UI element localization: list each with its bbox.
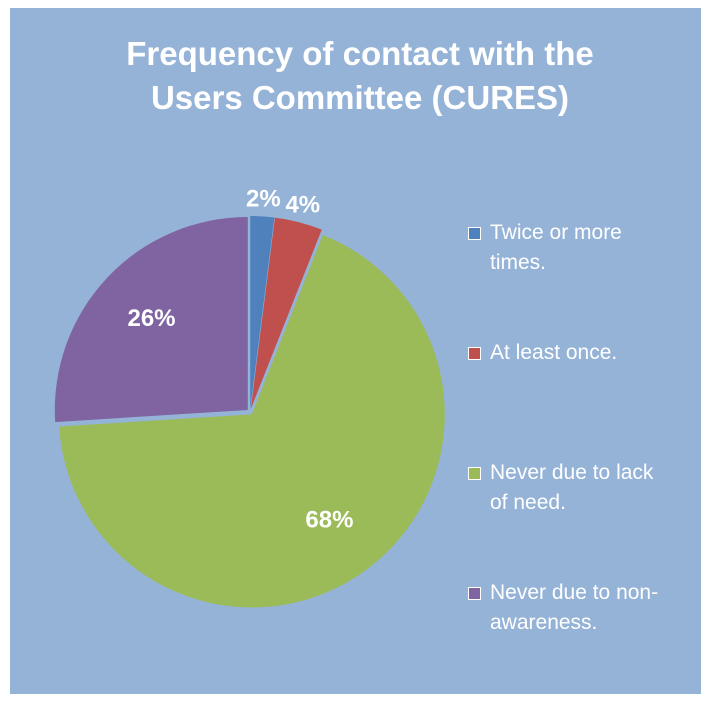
pie-slice [59, 234, 445, 608]
legend-label: Never due to non-awareness. [490, 581, 659, 634]
pie-slice [54, 216, 248, 423]
legend-entry: Never due to non-awareness. [468, 578, 670, 638]
legend-swatch [468, 347, 481, 360]
data-label: 26% [127, 305, 175, 332]
data-label: 4% [285, 192, 320, 219]
legend-swatch [468, 587, 481, 600]
legend-swatch [468, 227, 481, 240]
chart-title: Frequency of contact with the Users Comm… [126, 35, 594, 116]
pie-slice [250, 217, 322, 410]
legend-entry: Twice or more times. [468, 218, 670, 278]
legend-entry: Never due to lack of need. [468, 458, 670, 518]
data-label: 2% [246, 185, 281, 212]
legend-label: Twice or more times. [490, 221, 622, 274]
data-label: 68% [305, 507, 353, 534]
legend-entry: At least once. [468, 338, 670, 368]
pie-slice [250, 216, 275, 410]
legend-label: Never due to lack of need. [490, 461, 654, 514]
legend-swatch [468, 467, 481, 480]
legend-label: At least once. [490, 341, 618, 364]
